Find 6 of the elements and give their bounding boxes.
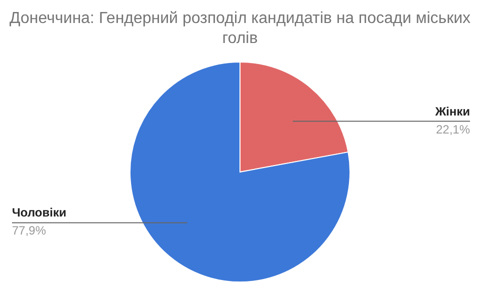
chart-title: Донеччина: Гендерний розподіл кандидатів на посади міських голів [9, 10, 471, 47]
data-label: 77,9% [12, 224, 46, 238]
pie-slice [130, 62, 350, 282]
slice-label: Чоловіки [12, 206, 66, 220]
slice-label: Жінки [434, 104, 470, 118]
data-label: 22,1% [436, 122, 470, 136]
